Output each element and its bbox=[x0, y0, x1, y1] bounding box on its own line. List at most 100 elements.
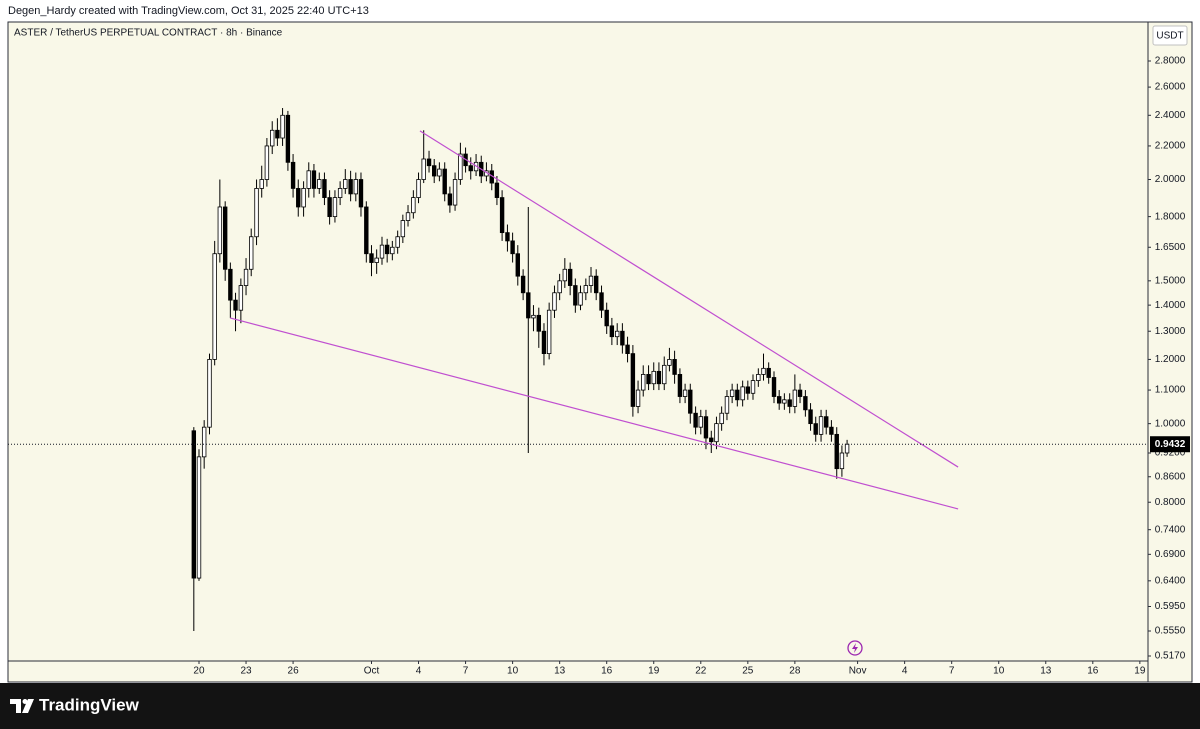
x-tick-label: 4 bbox=[902, 666, 908, 677]
candle-body bbox=[275, 129, 280, 139]
candle-body bbox=[520, 275, 526, 294]
x-tick-label: Nov bbox=[849, 666, 867, 677]
candle-body bbox=[196, 456, 202, 579]
trendline bbox=[229, 317, 959, 510]
candle-body bbox=[249, 236, 254, 270]
candle-body bbox=[233, 299, 238, 311]
candle-body bbox=[792, 389, 798, 407]
candle-body bbox=[583, 285, 589, 294]
candle-body bbox=[201, 426, 207, 458]
candle-body bbox=[364, 206, 369, 255]
candle-body bbox=[468, 165, 473, 172]
candle-body bbox=[839, 452, 845, 470]
price-label: 0.9432 bbox=[1155, 439, 1186, 450]
candle-body bbox=[400, 220, 406, 238]
candle-body bbox=[630, 353, 636, 407]
candle-body bbox=[379, 244, 385, 259]
candle-body bbox=[421, 158, 426, 180]
candle-body bbox=[531, 314, 536, 319]
y-tick-label: 2.8000 bbox=[1155, 56, 1186, 67]
candle-body bbox=[641, 374, 646, 391]
candle-body bbox=[290, 161, 296, 189]
candle-body bbox=[703, 416, 709, 439]
candle-body bbox=[526, 292, 531, 319]
currency-label: USDT bbox=[1156, 31, 1183, 42]
candle-body bbox=[552, 292, 557, 311]
candle-body bbox=[813, 423, 818, 435]
candle-body bbox=[374, 257, 379, 263]
x-tick-label: 28 bbox=[789, 666, 801, 677]
candle-body bbox=[588, 275, 594, 286]
candle-body bbox=[667, 359, 672, 366]
x-tick-label: 19 bbox=[648, 666, 660, 677]
candle-body bbox=[599, 292, 604, 311]
y-tick-label: 1.1000 bbox=[1155, 385, 1186, 396]
candle-body bbox=[207, 359, 212, 428]
candle-body bbox=[243, 268, 249, 286]
trendline bbox=[419, 130, 959, 468]
header-bar bbox=[0, 0, 1200, 22]
candle-body bbox=[447, 193, 453, 206]
candle-body bbox=[505, 232, 510, 242]
candle-body bbox=[771, 377, 777, 397]
candle-body bbox=[395, 236, 400, 248]
candle-body bbox=[390, 246, 395, 255]
candle-body bbox=[693, 412, 698, 428]
candle-body bbox=[536, 314, 541, 332]
candle-body bbox=[615, 330, 620, 338]
candle-body bbox=[411, 197, 416, 214]
x-tick-label: 13 bbox=[1040, 666, 1052, 677]
candle-body bbox=[515, 253, 520, 277]
candle-body bbox=[296, 188, 301, 208]
chart-frame bbox=[7, 21, 1193, 683]
brand-logo bbox=[10, 699, 34, 713]
y-tick-label: 0.8000 bbox=[1155, 497, 1186, 508]
candle-body bbox=[573, 285, 578, 306]
x-tick-label: 22 bbox=[695, 666, 707, 677]
x-tick-label: Oct bbox=[364, 666, 380, 677]
candle-body bbox=[212, 253, 217, 360]
candle-body bbox=[756, 374, 761, 381]
x-tick-label: 25 bbox=[742, 666, 754, 677]
y-tick-label: 0.8600 bbox=[1155, 471, 1186, 482]
candle-body bbox=[228, 268, 233, 301]
candle-body bbox=[458, 153, 463, 180]
candle-body bbox=[348, 179, 353, 195]
candle-body bbox=[405, 212, 411, 221]
candle-body bbox=[698, 416, 703, 428]
candle-body bbox=[593, 275, 599, 294]
candle-body bbox=[750, 380, 756, 394]
y-tick-label: 0.6900 bbox=[1155, 549, 1186, 560]
candle-body bbox=[787, 399, 792, 407]
x-tick-label: 16 bbox=[1087, 666, 1099, 677]
candle-body bbox=[844, 443, 850, 454]
candle-body bbox=[625, 344, 630, 355]
y-tick-label: 1.0000 bbox=[1155, 418, 1186, 429]
candle-body bbox=[343, 179, 348, 189]
price-label-box bbox=[1150, 436, 1190, 453]
footer-bar bbox=[0, 683, 1200, 729]
y-tick-label: 0.6400 bbox=[1155, 575, 1186, 586]
candle-body bbox=[714, 423, 719, 443]
candle-body bbox=[735, 389, 740, 401]
x-tick-label: 7 bbox=[463, 666, 469, 677]
candle-body bbox=[646, 374, 651, 385]
candle-body bbox=[672, 359, 677, 375]
candle-body bbox=[766, 367, 771, 378]
x-tick-label: 7 bbox=[949, 666, 955, 677]
candle-body bbox=[578, 292, 583, 306]
x-tick-label: 19 bbox=[1134, 666, 1146, 677]
candle-body bbox=[426, 158, 432, 167]
x-tick-label: 10 bbox=[993, 666, 1005, 677]
candle-body bbox=[677, 374, 683, 397]
candle-body bbox=[499, 197, 505, 234]
y-tick-label: 2.6000 bbox=[1155, 82, 1186, 93]
candle-body bbox=[332, 197, 338, 218]
x-tick-label: 23 bbox=[240, 666, 252, 677]
candle-body bbox=[311, 170, 317, 189]
candle-body bbox=[191, 430, 197, 579]
candle-body bbox=[301, 188, 306, 208]
candle-body bbox=[740, 386, 745, 401]
candle-body bbox=[808, 409, 813, 425]
